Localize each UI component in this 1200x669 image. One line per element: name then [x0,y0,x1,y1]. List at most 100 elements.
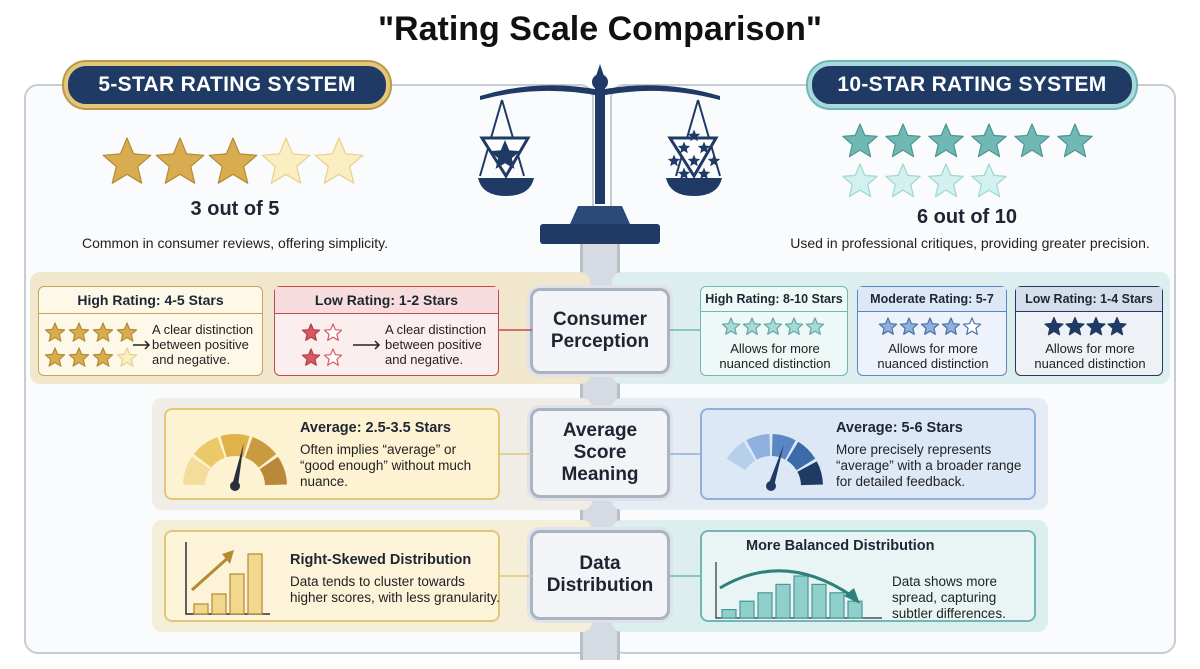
five-star-rating-display [102,137,364,184]
star-filled-icon [208,137,258,184]
gauge-needle [768,443,785,487]
gauge-segment [220,434,250,458]
ten-star-high-stars-icon [721,317,825,335]
chart-axis [715,562,882,619]
star-filled-icon [878,317,898,335]
star-filled-icon [68,347,90,367]
star-empty-icon [116,347,138,367]
star-filled-icon [763,317,783,335]
star-filled-icon [1044,316,1064,336]
five-star-average-text: Often implies “average” or “good enough”… [300,442,472,489]
ten-star-low-text: Allows for more nuanced distinction [1034,341,1146,371]
arrow-head-icon [844,588,860,604]
star-empty-icon [842,163,878,198]
star-empty-icon [928,163,964,198]
five-star-distribution-card: Right-Skewed Distribution Data tends to … [164,530,500,622]
star-empty-icon [885,163,921,198]
average-score-meaning-text: Average Score Meaning [561,420,639,485]
ten-star-score: 6 out of 10 [916,206,1017,228]
five-star-average-label: Average: 2.5-3.5 Stars [300,420,451,436]
chart-bar [847,600,863,619]
star-empty-icon [971,163,1007,198]
star-icon [697,141,711,154]
ten-star-moderate-text: Allows for more nuanced distinction [877,341,989,371]
star-filled-icon [1107,316,1127,336]
right-skewed-chart-icon [185,542,270,615]
high-stars-icon [44,322,151,367]
star-icon [687,129,701,142]
star-filled-icon [899,317,919,335]
chart-bar [793,575,809,619]
star-empty-icon [323,348,343,366]
five-star-high-label: High Rating: 4-5 Stars [39,287,262,314]
five-star-high-card: High Rating: 4-5 Stars A clear distincti… [38,286,263,376]
chart-bar [211,593,227,615]
balance-scale-icon [478,64,722,244]
gauge-segment [193,437,225,468]
five-star-low-label: Low Rating: 1-2 Stars [275,287,498,314]
low-stars-icon [301,323,381,366]
star-filled-icon [44,347,66,367]
five-star-average-card: Average: 2.5-3.5 Stars Often implies “av… [164,408,500,500]
star-filled-icon [941,317,961,335]
star-half-icon [962,317,982,335]
consumer-perception-text: Consumer Perception [550,309,650,352]
ten-star-high-label: High Rating: 8-10 Stars [701,287,847,312]
average-connectors [500,453,700,455]
star-filled-icon [155,137,205,184]
chart-bar [247,553,263,615]
star-icon [489,140,521,169]
ten-star-average-text: More precisely represents “average” with… [836,442,1022,489]
star-icon [697,167,711,180]
gauge-segment [719,461,745,486]
chart-bar [775,583,791,619]
gauge-segment [245,437,277,468]
star-filled-icon [885,123,921,158]
chart-bar [721,608,737,619]
ten-star-high-text: Allows for more nuanced distinction [719,341,831,371]
distribution-connectors [500,575,700,577]
star-empty-icon [261,137,311,184]
trend-arrow [719,569,853,598]
star-filled-icon [301,348,321,366]
star-filled-icon [44,322,66,342]
five-star-distribution-label: Right-Skewed Distribution [290,552,472,568]
five-star-low-card: Low Rating: 1-2 Stars A clear distinctio… [274,286,499,376]
chart-bar [193,603,209,615]
star-icon [667,154,681,167]
star-filled-icon [1057,123,1093,158]
five-star-low-text: A clear distinction between positive and… [385,322,487,367]
ten-star-description: Used in professional critiques, providin… [790,235,1150,251]
star-filled-icon [805,317,825,335]
ten-star-low-label: Low Rating: 1-4 Stars [1016,287,1162,312]
trend-arrow [190,554,231,592]
star-filled-icon [116,322,138,342]
star-empty-icon [323,323,343,341]
ten-star-rating-display [842,123,1093,198]
ten-star-distribution-label: More Balanced Distribution [746,538,935,554]
gauge-segment [797,461,823,486]
ten-star-low-stars-icon [1044,316,1127,336]
star-filled-icon [92,347,114,367]
ten-star-high-card: High Rating: 8-10 Stars Allows for more … [700,286,848,376]
star-filled-icon [1014,123,1050,158]
star-filled-icon [784,317,804,335]
arrow-icon [133,340,151,350]
chart-bar [829,592,845,619]
star-filled-icon [971,123,1007,158]
five-star-high-text: A clear distinction between positive and… [152,322,254,367]
five-star-header: 5-STAR RATING SYSTEM [64,62,390,108]
arrow-icon [353,340,381,350]
star-filled-icon [928,123,964,158]
star-filled-icon [68,322,90,342]
star-icon [687,154,701,167]
gauge-hub [766,481,776,491]
gauge-segment [771,434,796,460]
ten-star-distribution-text: Data shows more spread, capturing subtle… [892,574,1006,621]
ten-star-average-label: Average: 5-6 Stars [836,420,963,436]
chart-bar [229,573,245,615]
ten-star-distribution-card: More Balanced Distribution Data shows mo… [700,530,1036,622]
star-filled-icon [1086,316,1106,336]
gauge-segment [726,441,756,471]
gauge-needle [232,442,244,487]
